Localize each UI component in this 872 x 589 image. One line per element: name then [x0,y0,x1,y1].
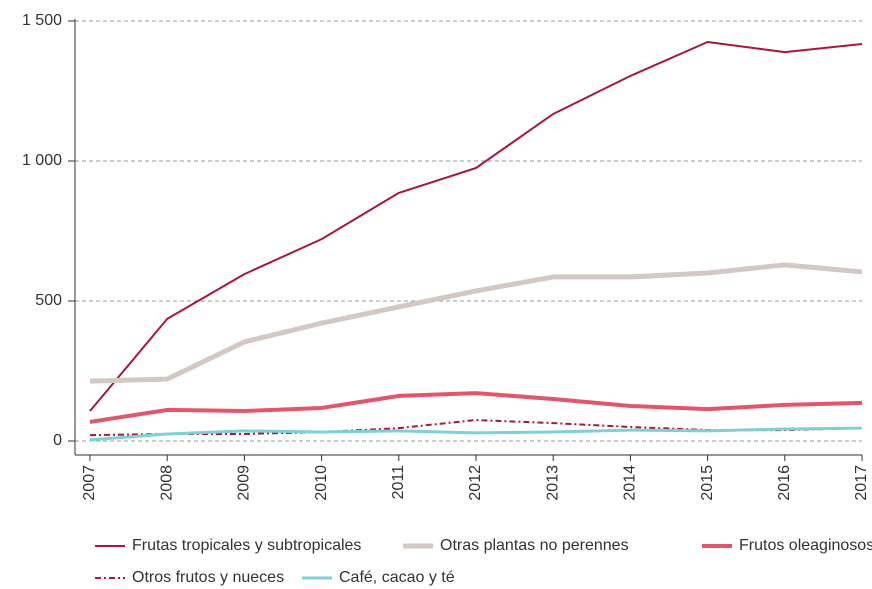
x-tick-label: 2016 [776,465,793,501]
x-tick-label: 2017 [853,465,870,501]
y-tick-label: 0 [53,432,62,449]
legend-label: Otras plantas no perennes [440,537,629,554]
x-tick-label: 2014 [622,465,639,501]
x-tick-label: 2015 [699,465,716,501]
x-tick-label: 2011 [390,465,407,500]
legend-label: Café, cacao y té [339,569,455,586]
x-tick-label: 2007 [81,465,98,501]
legend-label: Frutas tropicales y subtropicales [132,537,361,554]
series-line [89,426,863,442]
legend-label: Otros frutos y nueces [132,569,284,586]
series-line [89,262,863,384]
x-tick-label: 2008 [158,465,175,501]
series-line [89,41,863,412]
x-tick-label: 2009 [236,465,253,501]
x-tick-label: 2013 [544,465,561,501]
series-line [89,391,863,424]
y-tick-label: 500 [35,292,62,309]
x-tick-label: 2010 [313,465,330,501]
x-tick-label: 2012 [467,465,484,501]
y-tick-label: 1 500 [22,12,62,29]
legend-label: Frutos oleaginosos [739,537,872,554]
y-tick-label: 1 000 [22,152,62,169]
